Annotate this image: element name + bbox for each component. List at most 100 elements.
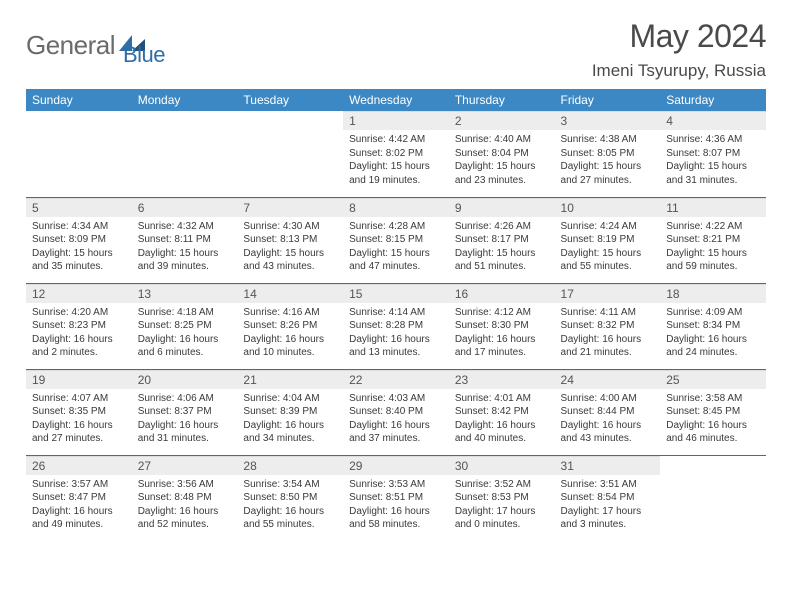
day-sun-info: Sunrise: 4:34 AMSunset: 8:09 PMDaylight:… xyxy=(26,217,132,278)
day-number: 10 xyxy=(555,198,661,217)
calendar-day-cell: 15Sunrise: 4:14 AMSunset: 8:28 PMDayligh… xyxy=(343,283,449,369)
calendar-day-cell: 14Sunrise: 4:16 AMSunset: 8:26 PMDayligh… xyxy=(237,283,343,369)
day-number: 19 xyxy=(26,370,132,389)
day-sun-info: Sunrise: 4:42 AMSunset: 8:02 PMDaylight:… xyxy=(343,130,449,191)
weekday-header: Tuesday xyxy=(237,89,343,111)
calendar-day-cell: 27Sunrise: 3:56 AMSunset: 8:48 PMDayligh… xyxy=(132,455,238,541)
calendar-day-cell: 10Sunrise: 4:24 AMSunset: 8:19 PMDayligh… xyxy=(555,197,661,283)
calendar-day-cell: 20Sunrise: 4:06 AMSunset: 8:37 PMDayligh… xyxy=(132,369,238,455)
day-number: 27 xyxy=(132,456,238,475)
weekday-header-row: Sunday Monday Tuesday Wednesday Thursday… xyxy=(26,89,766,111)
day-sun-info: Sunrise: 3:52 AMSunset: 8:53 PMDaylight:… xyxy=(449,475,555,536)
calendar-day-cell: 8Sunrise: 4:28 AMSunset: 8:15 PMDaylight… xyxy=(343,197,449,283)
day-number: 13 xyxy=(132,284,238,303)
day-number: 20 xyxy=(132,370,238,389)
day-sun-info: Sunrise: 4:06 AMSunset: 8:37 PMDaylight:… xyxy=(132,389,238,450)
title-block: May 2024 Imeni Tsyurupy, Russia xyxy=(592,18,766,81)
weekday-header: Saturday xyxy=(660,89,766,111)
day-sun-info: Sunrise: 4:12 AMSunset: 8:30 PMDaylight:… xyxy=(449,303,555,364)
day-number: 31 xyxy=(555,456,661,475)
day-sun-info: Sunrise: 4:18 AMSunset: 8:25 PMDaylight:… xyxy=(132,303,238,364)
day-number: 14 xyxy=(237,284,343,303)
day-number: 7 xyxy=(237,198,343,217)
calendar-week-row: 26Sunrise: 3:57 AMSunset: 8:47 PMDayligh… xyxy=(26,455,766,541)
day-sun-info: Sunrise: 4:01 AMSunset: 8:42 PMDaylight:… xyxy=(449,389,555,450)
day-number: 3 xyxy=(555,111,661,130)
calendar-day-cell: 6Sunrise: 4:32 AMSunset: 8:11 PMDaylight… xyxy=(132,197,238,283)
calendar-day-cell: 1Sunrise: 4:42 AMSunset: 8:02 PMDaylight… xyxy=(343,111,449,197)
calendar-day-cell: 26Sunrise: 3:57 AMSunset: 8:47 PMDayligh… xyxy=(26,455,132,541)
calendar-day-cell: 12Sunrise: 4:20 AMSunset: 8:23 PMDayligh… xyxy=(26,283,132,369)
day-number: 1 xyxy=(343,111,449,130)
day-number: 24 xyxy=(555,370,661,389)
day-sun-info: Sunrise: 4:40 AMSunset: 8:04 PMDaylight:… xyxy=(449,130,555,191)
calendar-week-row: 1Sunrise: 4:42 AMSunset: 8:02 PMDaylight… xyxy=(26,111,766,197)
calendar-day-cell: 30Sunrise: 3:52 AMSunset: 8:53 PMDayligh… xyxy=(449,455,555,541)
calendar-day-cell xyxy=(26,111,132,197)
calendar-day-cell xyxy=(132,111,238,197)
day-sun-info: Sunrise: 4:26 AMSunset: 8:17 PMDaylight:… xyxy=(449,217,555,278)
calendar-day-cell xyxy=(237,111,343,197)
weekday-header: Thursday xyxy=(449,89,555,111)
day-sun-info: Sunrise: 4:22 AMSunset: 8:21 PMDaylight:… xyxy=(660,217,766,278)
day-sun-info: Sunrise: 4:11 AMSunset: 8:32 PMDaylight:… xyxy=(555,303,661,364)
weekday-header: Wednesday xyxy=(343,89,449,111)
calendar-day-cell: 28Sunrise: 3:54 AMSunset: 8:50 PMDayligh… xyxy=(237,455,343,541)
calendar-day-cell: 2Sunrise: 4:40 AMSunset: 8:04 PMDaylight… xyxy=(449,111,555,197)
day-sun-info: Sunrise: 4:30 AMSunset: 8:13 PMDaylight:… xyxy=(237,217,343,278)
day-number: 25 xyxy=(660,370,766,389)
calendar-day-cell: 24Sunrise: 4:00 AMSunset: 8:44 PMDayligh… xyxy=(555,369,661,455)
day-number: 6 xyxy=(132,198,238,217)
day-sun-info: Sunrise: 3:57 AMSunset: 8:47 PMDaylight:… xyxy=(26,475,132,536)
day-sun-info: Sunrise: 4:16 AMSunset: 8:26 PMDaylight:… xyxy=(237,303,343,364)
day-number: 4 xyxy=(660,111,766,130)
month-title: May 2024 xyxy=(592,18,766,55)
day-number: 15 xyxy=(343,284,449,303)
header: General Blue May 2024 Imeni Tsyurupy, Ru… xyxy=(26,18,766,81)
calendar-day-cell: 19Sunrise: 4:07 AMSunset: 8:35 PMDayligh… xyxy=(26,369,132,455)
day-sun-info: Sunrise: 4:04 AMSunset: 8:39 PMDaylight:… xyxy=(237,389,343,450)
day-sun-info: Sunrise: 4:07 AMSunset: 8:35 PMDaylight:… xyxy=(26,389,132,450)
brand-part1: General xyxy=(26,30,115,61)
calendar-day-cell: 25Sunrise: 3:58 AMSunset: 8:45 PMDayligh… xyxy=(660,369,766,455)
day-sun-info: Sunrise: 3:56 AMSunset: 8:48 PMDaylight:… xyxy=(132,475,238,536)
location-label: Imeni Tsyurupy, Russia xyxy=(592,61,766,81)
day-number: 8 xyxy=(343,198,449,217)
calendar-day-cell: 22Sunrise: 4:03 AMSunset: 8:40 PMDayligh… xyxy=(343,369,449,455)
calendar-week-row: 19Sunrise: 4:07 AMSunset: 8:35 PMDayligh… xyxy=(26,369,766,455)
calendar-day-cell: 31Sunrise: 3:51 AMSunset: 8:54 PMDayligh… xyxy=(555,455,661,541)
calendar-week-row: 5Sunrise: 4:34 AMSunset: 8:09 PMDaylight… xyxy=(26,197,766,283)
day-number: 11 xyxy=(660,198,766,217)
day-sun-info: Sunrise: 4:28 AMSunset: 8:15 PMDaylight:… xyxy=(343,217,449,278)
calendar-day-cell: 4Sunrise: 4:36 AMSunset: 8:07 PMDaylight… xyxy=(660,111,766,197)
day-number: 28 xyxy=(237,456,343,475)
day-sun-info: Sunrise: 4:36 AMSunset: 8:07 PMDaylight:… xyxy=(660,130,766,191)
brand-part2: Blue xyxy=(123,22,165,68)
day-number: 12 xyxy=(26,284,132,303)
day-number: 23 xyxy=(449,370,555,389)
calendar-day-cell: 3Sunrise: 4:38 AMSunset: 8:05 PMDaylight… xyxy=(555,111,661,197)
day-sun-info: Sunrise: 4:14 AMSunset: 8:28 PMDaylight:… xyxy=(343,303,449,364)
calendar-day-cell: 23Sunrise: 4:01 AMSunset: 8:42 PMDayligh… xyxy=(449,369,555,455)
day-number: 16 xyxy=(449,284,555,303)
day-number: 21 xyxy=(237,370,343,389)
day-sun-info: Sunrise: 4:00 AMSunset: 8:44 PMDaylight:… xyxy=(555,389,661,450)
day-sun-info: Sunrise: 4:24 AMSunset: 8:19 PMDaylight:… xyxy=(555,217,661,278)
day-number: 17 xyxy=(555,284,661,303)
calendar-week-row: 12Sunrise: 4:20 AMSunset: 8:23 PMDayligh… xyxy=(26,283,766,369)
calendar-day-cell: 18Sunrise: 4:09 AMSunset: 8:34 PMDayligh… xyxy=(660,283,766,369)
day-sun-info: Sunrise: 4:09 AMSunset: 8:34 PMDaylight:… xyxy=(660,303,766,364)
day-sun-info: Sunrise: 4:03 AMSunset: 8:40 PMDaylight:… xyxy=(343,389,449,450)
calendar-day-cell: 17Sunrise: 4:11 AMSunset: 8:32 PMDayligh… xyxy=(555,283,661,369)
brand-logo: General Blue xyxy=(26,18,165,68)
calendar-day-cell xyxy=(660,455,766,541)
calendar-day-cell: 9Sunrise: 4:26 AMSunset: 8:17 PMDaylight… xyxy=(449,197,555,283)
calendar-day-cell: 13Sunrise: 4:18 AMSunset: 8:25 PMDayligh… xyxy=(132,283,238,369)
calendar-day-cell: 16Sunrise: 4:12 AMSunset: 8:30 PMDayligh… xyxy=(449,283,555,369)
day-number: 26 xyxy=(26,456,132,475)
day-number: 22 xyxy=(343,370,449,389)
weekday-header: Friday xyxy=(555,89,661,111)
day-number: 5 xyxy=(26,198,132,217)
calendar-day-cell: 7Sunrise: 4:30 AMSunset: 8:13 PMDaylight… xyxy=(237,197,343,283)
day-number: 2 xyxy=(449,111,555,130)
